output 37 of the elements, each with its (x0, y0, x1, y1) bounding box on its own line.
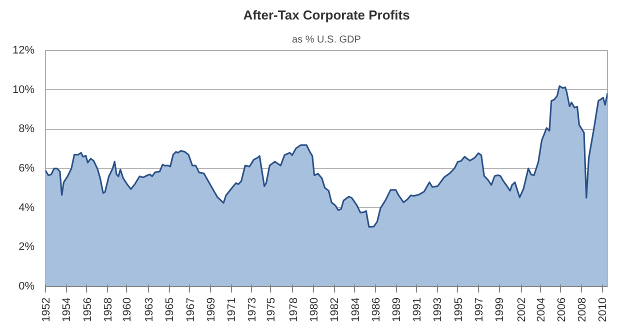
x-tick-label: 2006 (556, 297, 568, 322)
x-tick-label: 1999 (494, 297, 506, 322)
y-tick-label: 6% (18, 162, 35, 174)
x-tick-label: 1967 (184, 297, 197, 322)
y-tick-label: 10% (12, 84, 35, 96)
x-tick-label: 1965 (164, 297, 176, 322)
x-tick-label: 2004 (535, 297, 548, 322)
x-tick-label: 1982 (329, 297, 342, 322)
x-tick-label: 1963 (144, 297, 156, 322)
y-tick-label: 2% (18, 241, 35, 254)
x-tick-label: 2008 (576, 297, 589, 322)
y-tick-label: 0% (18, 280, 35, 292)
x-tick-label: 1960 (122, 297, 134, 322)
x-tick-label: 1993 (432, 297, 444, 322)
x-tick-label: 1995 (452, 297, 465, 322)
x-tick-label: 1984 (350, 297, 362, 322)
x-tick-label: 1986 (370, 297, 382, 322)
y-tick-label: 4% (18, 202, 35, 214)
chart-subtitle: as % U.S. GDP (292, 34, 362, 46)
x-tick-label: 1978 (288, 297, 300, 322)
x-tick-label: 1989 (391, 297, 404, 322)
x-tick-label: 1958 (102, 297, 114, 322)
x-tick-label: 1956 (82, 297, 94, 322)
x-tick-label: 1954 (61, 297, 74, 322)
x-tick-label: 1969 (206, 297, 218, 322)
x-tick-label: 1952 (40, 297, 52, 322)
x-tick-label: 1975 (266, 297, 278, 322)
x-tick-label: 1980 (308, 297, 321, 322)
x-tick-label: 1973 (246, 297, 259, 322)
x-tick-label: 1971 (226, 297, 238, 322)
x-tick-label: 1997 (473, 297, 486, 322)
y-tick-label: 8% (18, 123, 35, 136)
x-tick-label: 2010 (597, 297, 610, 322)
chart-title: After-Tax Corporate Profits (243, 8, 410, 22)
x-tick-label: 1991 (412, 297, 424, 322)
x-tick-label: 2002 (516, 297, 528, 322)
y-tick-label: 12% (12, 44, 35, 56)
